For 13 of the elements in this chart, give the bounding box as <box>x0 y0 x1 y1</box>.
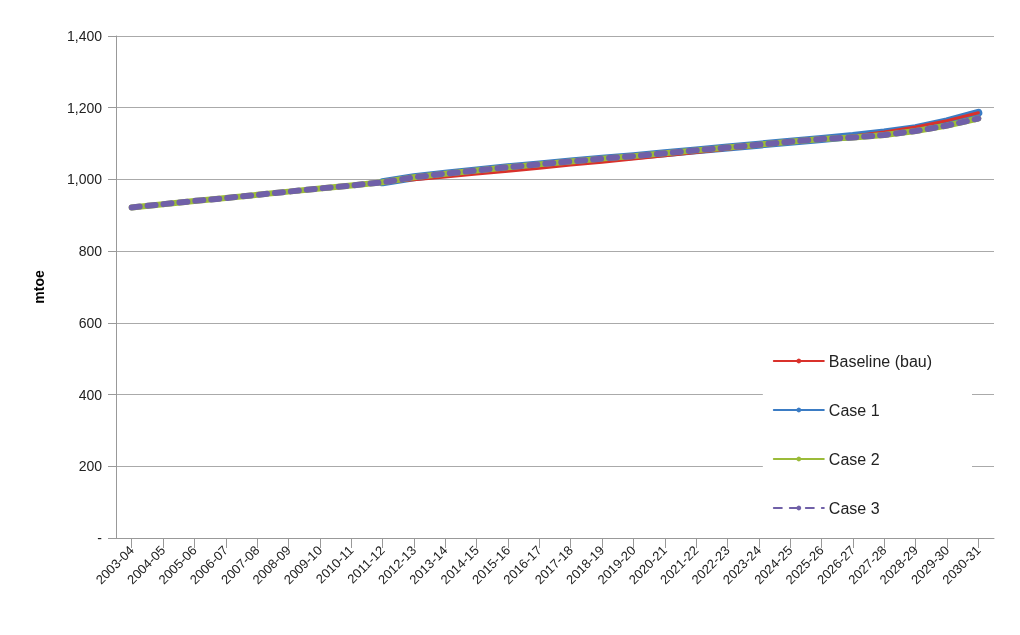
y-tick-label: 200 <box>78 458 103 475</box>
legend-label: Case 3 <box>828 499 880 517</box>
legend-label: Case 2 <box>828 450 880 468</box>
y-tick-label: 1,400 <box>66 28 103 44</box>
y-tick-label: 400 <box>78 386 103 403</box>
y-tick-label: - <box>97 530 103 546</box>
y-tick-label: 600 <box>78 314 103 331</box>
y-tick-label: 800 <box>78 243 103 260</box>
y-axis-title: mtoe <box>31 270 47 304</box>
y-tick-label: 1,200 <box>66 99 103 116</box>
y-tick-label: 1,000 <box>66 171 103 188</box>
legend-label: Baseline (bau) <box>828 352 932 370</box>
legend-label: Case 1 <box>828 401 880 419</box>
